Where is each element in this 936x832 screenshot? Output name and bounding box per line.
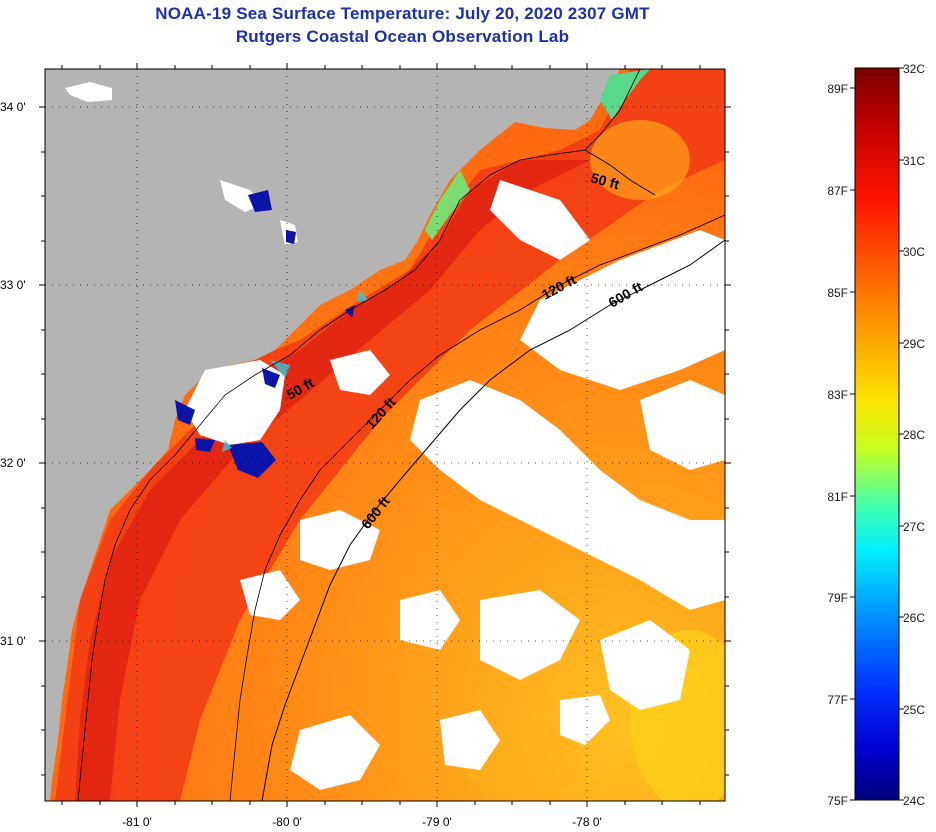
longitude-label: -80 0' <box>272 815 302 829</box>
colorbar-celsius-label: 24C <box>903 794 925 808</box>
land-area <box>45 69 620 801</box>
graticule <box>45 69 725 801</box>
colorbar-fahrenheit-label: 75F <box>827 794 848 808</box>
contour-120ft <box>229 214 725 801</box>
latitude-label: 31 0' <box>0 634 26 648</box>
contour-50ft <box>77 69 656 801</box>
colorbar: 32C 31C 30C 29C 28C 27C 26C 25C 24C 89F … <box>827 62 925 808</box>
colorbar-celsius-label: 27C <box>903 520 925 534</box>
colorbar-fahrenheit-label: 89F <box>827 82 848 96</box>
colorbar-fahrenheit-label: 87F <box>827 184 848 198</box>
colorbar-gradient <box>854 67 900 801</box>
map-frame <box>44 68 726 802</box>
contour-label: 50 ft <box>589 169 621 192</box>
map-panel: 50 ft 120 ft 600 ft 50 ft 120 ft 600 ft <box>45 69 725 801</box>
map-ticks <box>39 63 731 807</box>
colorbar-celsius-label: 30C <box>903 245 925 259</box>
colorbar-fahrenheit-label: 77F <box>827 693 848 707</box>
map-subtitle: Rutgers Coastal Ocean Observation Lab <box>235 27 570 46</box>
longitude-label: -81 0' <box>122 815 152 829</box>
cloud-cover <box>65 82 725 790</box>
latitude-label: 32 0' <box>0 456 26 470</box>
warm-yellow-patch <box>590 120 690 200</box>
colorbar-fahrenheit-label: 81F <box>827 490 848 504</box>
longitude-label: -79 0' <box>422 815 452 829</box>
map-title: NOAA-19 Sea Surface Temperature: July 20… <box>155 4 650 23</box>
colorbar-celsius-label: 25C <box>903 703 925 717</box>
colorbar-fahrenheit-label: 79F <box>827 591 848 605</box>
colorbar-celsius-label: 28C <box>903 428 925 442</box>
colorbar-celsius-label: 26C <box>903 611 925 625</box>
colorbar-celsius-label: 29C <box>903 337 925 351</box>
deep-red-nearshore <box>75 160 590 801</box>
longitude-label: -78 0' <box>572 815 602 829</box>
cool-fringe <box>222 290 368 452</box>
latitude-label: 33 0' <box>0 278 26 292</box>
colorbar-fahrenheit-label: 83F <box>827 388 848 402</box>
colorbar-fahrenheit-label: 85F <box>827 286 848 300</box>
contour-600ft <box>261 239 725 801</box>
colorbar-celsius-label: 31C <box>903 154 925 168</box>
latitude-label: 34 0' <box>0 100 26 114</box>
colorbar-celsius-label: 32C <box>903 62 925 76</box>
cool-coastal-water <box>425 170 470 240</box>
